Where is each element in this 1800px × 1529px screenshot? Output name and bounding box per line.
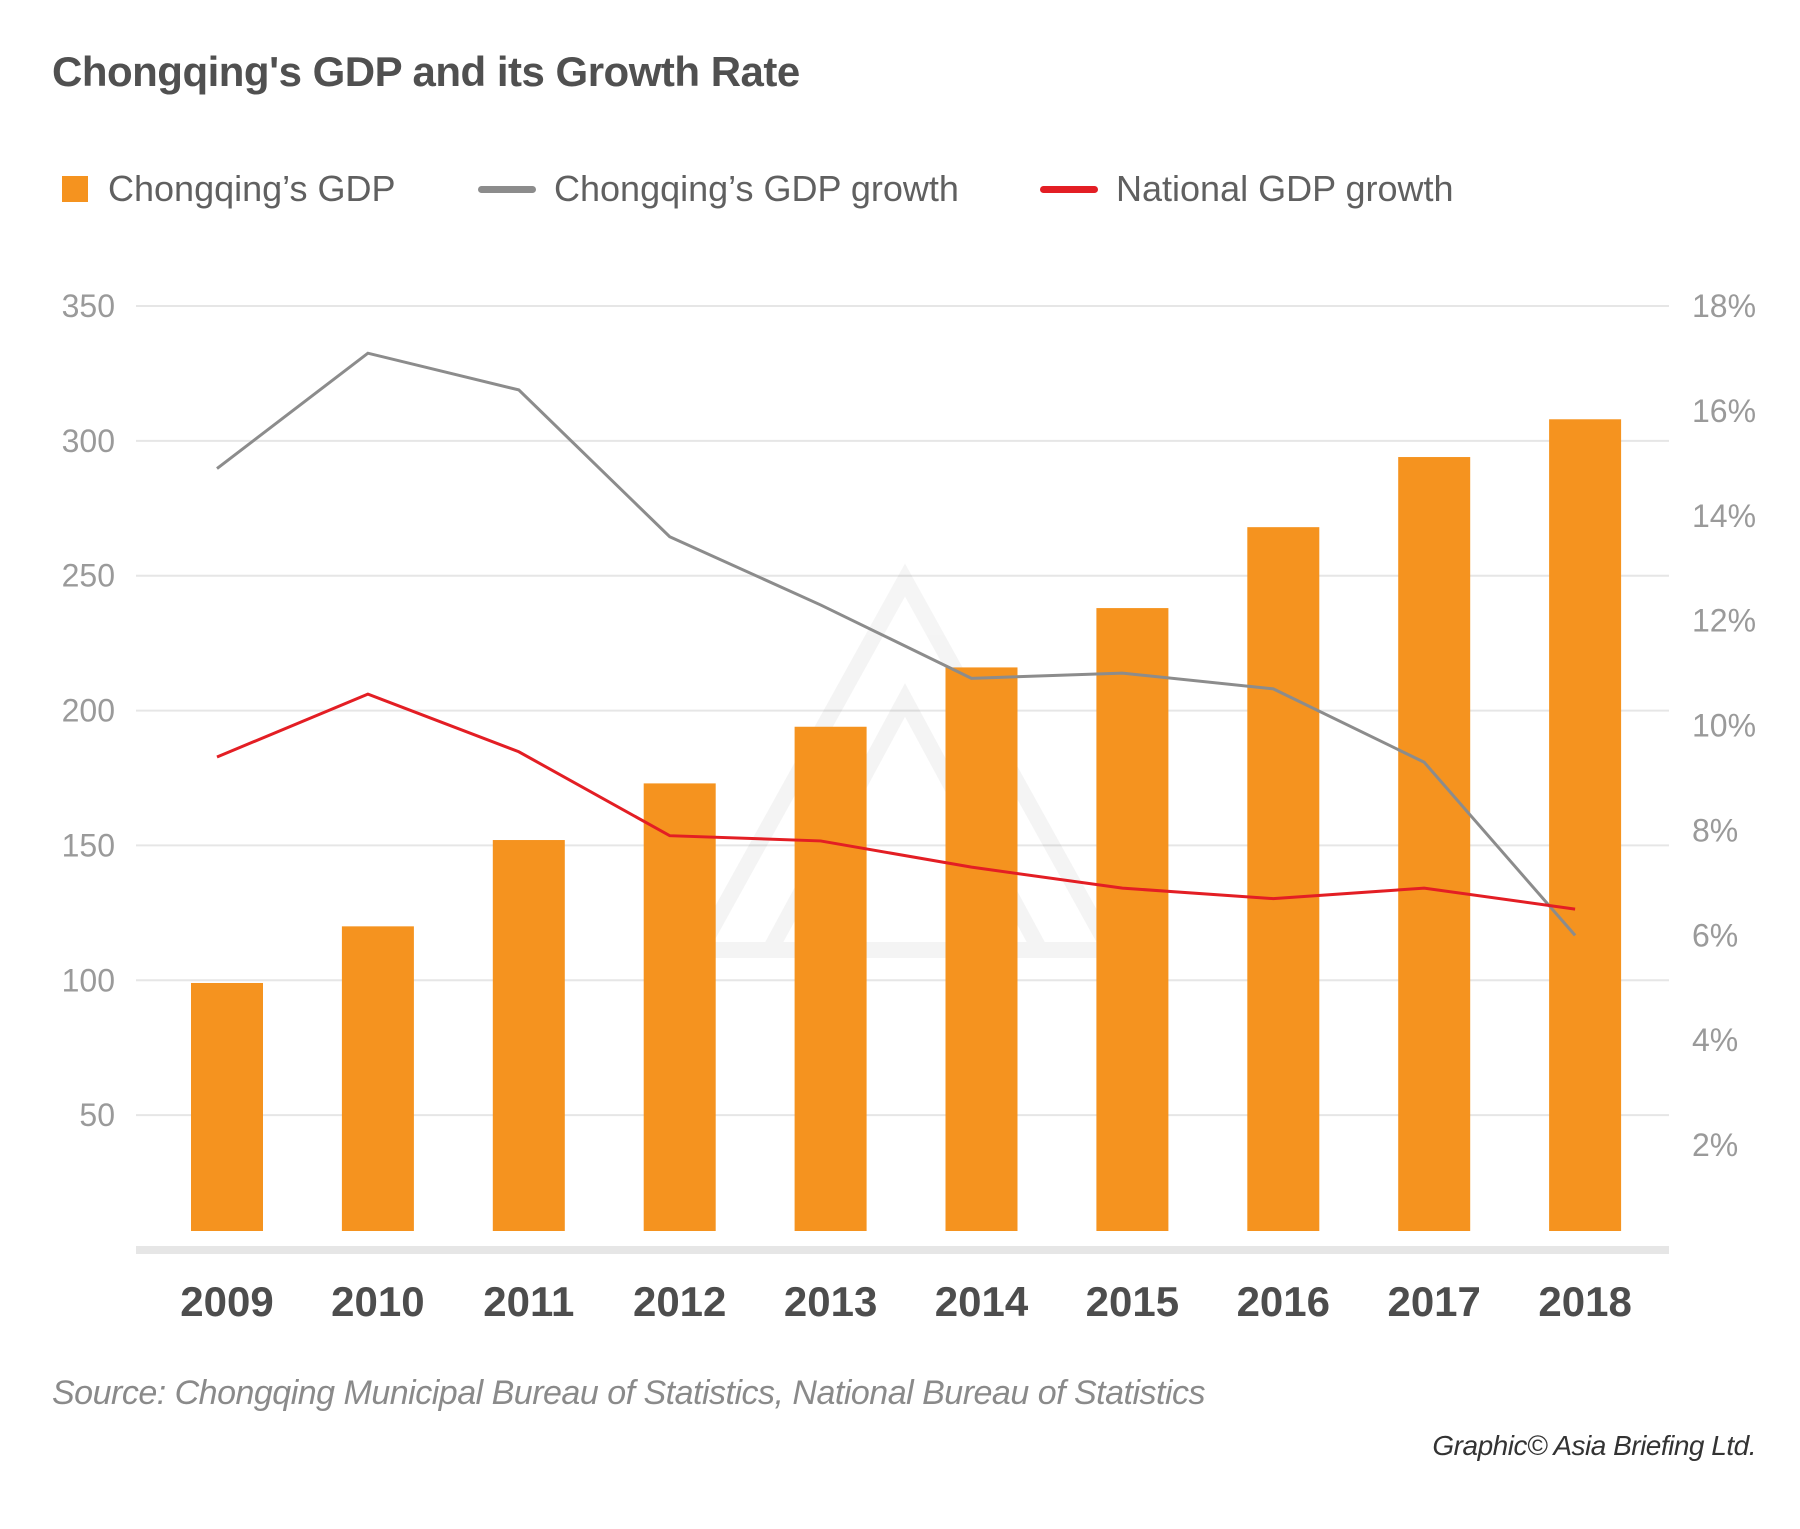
bar-2011 <box>492 840 565 1231</box>
legend-label: Chongqing’s GDP growth <box>554 168 959 209</box>
x-tick-label: 2014 <box>935 1278 1029 1325</box>
legend-item-cq-growth: Chongqing’s GDP growth <box>478 168 959 210</box>
credit-note: Graphic© Asia Briefing Ltd. <box>1432 1430 1756 1461</box>
y-left-tick-label: 50 <box>79 1097 115 1133</box>
x-tick-label: 2018 <box>1538 1278 1631 1325</box>
source-note: Source: Chongqing Municipal Bureau of St… <box>52 1374 1206 1412</box>
y-right-tick-label: 12% <box>1692 603 1756 639</box>
bar-2017 <box>1398 457 1471 1231</box>
y-right-tick-label: 16% <box>1692 393 1756 429</box>
x-tick-label: 2009 <box>180 1278 273 1325</box>
x-tick-label: 2012 <box>633 1278 726 1325</box>
y-left-tick-label: 200 <box>62 693 115 729</box>
watermark-shape <box>686 563 1124 958</box>
legend-swatch-line <box>478 185 536 193</box>
y-right-tick-label: 14% <box>1692 498 1756 534</box>
chart-title: Chongqing's GDP and its Growth Rate <box>52 48 800 95</box>
bar-2010 <box>341 926 414 1231</box>
legend-item-national-growth: National GDP growth <box>1040 168 1454 210</box>
legend-label: Chongqing’s GDP <box>108 168 396 209</box>
bar-2013 <box>794 726 867 1231</box>
bar-2016 <box>1247 527 1320 1231</box>
x-tick-label: 2016 <box>1237 1278 1330 1325</box>
x-tick-label: 2011 <box>483 1278 574 1325</box>
y-right-tick-label: 2% <box>1692 1127 1738 1163</box>
line-series-1 <box>216 351 1577 937</box>
y-left-tick-label: 300 <box>62 423 115 459</box>
y-left-tick-label: 100 <box>62 962 115 998</box>
y-right-tick-label: 18% <box>1692 288 1756 324</box>
y-right-tick-label: 10% <box>1692 708 1756 744</box>
bar-2015 <box>1096 608 1169 1231</box>
y-left-tick-label: 250 <box>62 558 115 594</box>
bar-2014 <box>945 667 1018 1231</box>
legend-swatch-line <box>1040 185 1098 193</box>
x-tick-label: 2017 <box>1387 1278 1480 1325</box>
y-right-tick-label: 6% <box>1692 917 1738 953</box>
x-axis-line <box>136 1246 1669 1254</box>
y-left-tick-label: 350 <box>62 288 115 324</box>
watermark-logo <box>686 563 1124 958</box>
bar-2018 <box>1549 419 1622 1231</box>
x-tick-label: 2010 <box>331 1278 424 1325</box>
bar-2012 <box>643 783 716 1231</box>
legend-label: National GDP growth <box>1116 168 1454 209</box>
x-tick-label: 2013 <box>784 1278 877 1325</box>
y-right-tick-label: 4% <box>1692 1022 1738 1058</box>
y-right-tick-label: 8% <box>1692 812 1738 848</box>
bar-2009 <box>191 982 263 1231</box>
x-tick-label: 2015 <box>1086 1278 1179 1325</box>
legend-swatch-bar <box>62 176 88 202</box>
y-left-tick-label: 150 <box>62 827 115 863</box>
line-series-2 <box>216 692 1576 911</box>
legend-item-gdp: Chongqing’s GDP <box>62 168 396 210</box>
